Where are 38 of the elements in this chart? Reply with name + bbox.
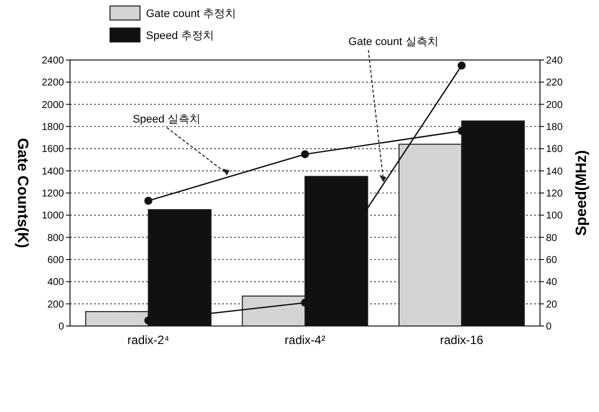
y2-tick-label: 40: [546, 277, 558, 288]
y2-tick-label: 160: [546, 144, 564, 156]
y-tick-label: 1800: [42, 122, 64, 133]
legend-label: Gate count 추정치: [146, 8, 236, 20]
y2-tick-label: 100: [546, 210, 564, 222]
y-tick-label: 800: [47, 232, 64, 244]
y-tick-label: 600: [47, 255, 64, 266]
point: [458, 62, 466, 70]
y2-tick-label: 60: [546, 255, 558, 266]
y-tick-label: 200: [47, 299, 64, 310]
y-tick-label: 2400: [42, 56, 64, 66]
y2-tick-label: 200: [546, 100, 564, 111]
y-tick-label: 1600: [42, 144, 64, 156]
text: Gate count 실측치: [348, 36, 438, 48]
y2-tick-label: 240: [546, 56, 564, 66]
y-tick-label: 0: [58, 322, 64, 332]
y-tick-label: 1400: [42, 166, 64, 178]
point: [144, 196, 152, 205]
legend-label: Speed 추정치: [146, 30, 214, 42]
x-tick-label: radix-4²: [284, 333, 326, 347]
y-tick-label: 2000: [42, 100, 64, 111]
y2-tick-label: 0: [546, 322, 552, 332]
x-tick-label: radix-2⁴: [127, 333, 170, 347]
point: [301, 150, 309, 158]
y-tick-label: 2200: [42, 78, 64, 89]
y2-tick-label: 180: [546, 122, 564, 133]
y2-tick-label: 140: [546, 166, 564, 178]
y-tick-label: 400: [47, 277, 64, 288]
y-axis-title: Gate Counts(K): [14, 138, 31, 248]
y-tick-label: 1000: [42, 210, 64, 222]
text: Speed 실측치: [132, 113, 201, 126]
y2-tick-label: 120: [546, 188, 564, 200]
y2-tick-label: 220: [546, 78, 564, 89]
y-tick-label: 1200: [42, 188, 64, 200]
y2-tick-label: 20: [546, 299, 558, 310]
y2-tick-label: 80: [546, 232, 558, 244]
y2-axis-title: Speed(MHz): [573, 150, 590, 236]
x-tick-label: radix-16: [440, 333, 484, 347]
